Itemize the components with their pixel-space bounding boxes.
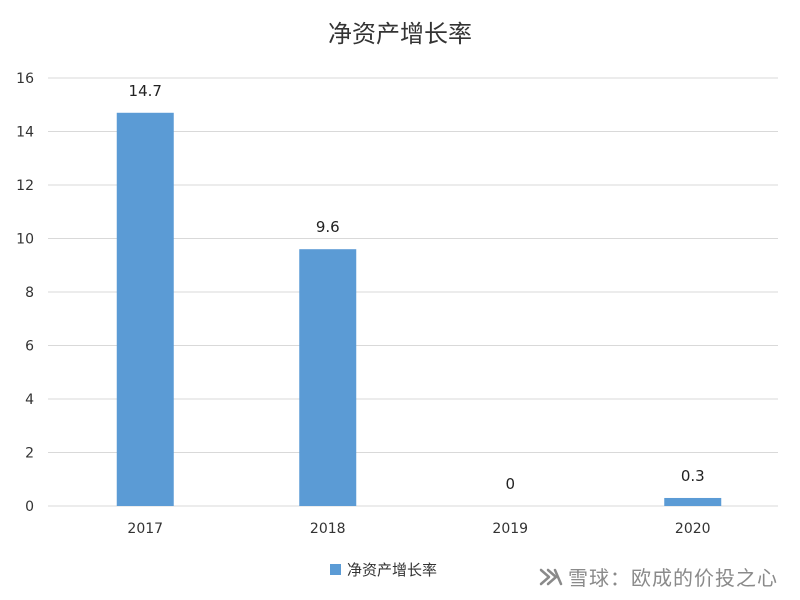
y-tick-label: 4 [25, 392, 34, 408]
x-axis-ticks: 2017 2018 2019 2020 [127, 521, 710, 537]
snowball-logo-icon [539, 568, 563, 585]
watermark-text: 雪球：欧成的价投之心 [568, 566, 778, 590]
bar-2018 [299, 249, 357, 506]
x-tick-label-2018: 2018 [310, 521, 346, 537]
watermark: 雪球：欧成的价投之心 [538, 562, 778, 591]
data-label-2019: 0 [505, 475, 515, 493]
y-tick-label: 12 [16, 178, 34, 194]
y-tick-label: 16 [16, 71, 34, 87]
y-tick-label: 6 [25, 339, 34, 355]
legend-label: 净资产增长率 [347, 561, 438, 579]
y-axis-ticks: 0 2 4 6 8 10 12 14 16 [16, 71, 34, 515]
data-label-2017: 14.7 [129, 82, 162, 100]
chart-title: 净资产增长率 [328, 20, 472, 48]
y-tick-label: 14 [16, 125, 34, 141]
x-tick-label-2017: 2017 [127, 521, 163, 537]
bar-2020 [664, 497, 722, 506]
y-tick-label: 8 [25, 285, 34, 301]
data-labels: 14.7 9.6 0 0.3 [129, 82, 705, 493]
bars [116, 112, 722, 507]
y-tick-label: 10 [16, 232, 34, 248]
legend-swatch [330, 564, 341, 575]
legend: 净资产增长率 [330, 559, 437, 580]
data-label-2018: 9.6 [316, 218, 340, 236]
y-tick-label: 2 [25, 446, 34, 462]
y-tick-label: 0 [25, 499, 34, 515]
x-tick-label-2020: 2020 [675, 521, 711, 537]
bar-2017 [116, 112, 174, 507]
x-tick-label-2019: 2019 [492, 521, 528, 537]
data-label-2020: 0.3 [681, 467, 705, 485]
